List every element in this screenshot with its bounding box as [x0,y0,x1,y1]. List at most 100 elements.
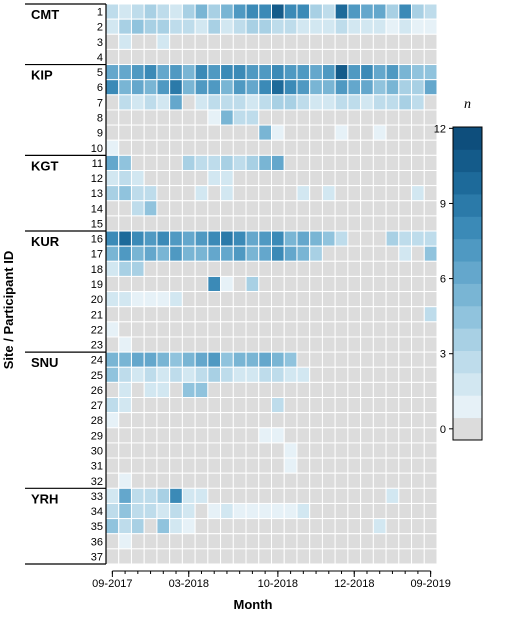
heatmap-cell [360,139,374,156]
heatmap-cell [156,472,171,489]
heatmap-cell [130,79,145,96]
heatmap-cell [283,260,298,277]
heatmap-cell [309,94,323,111]
heatmap-cell [156,185,171,202]
heatmap-cell [207,366,222,383]
heatmap-cell [258,487,272,504]
heatmap-cell [169,64,183,81]
heatmap-cell [143,472,158,489]
heatmap-cell [118,291,132,308]
heatmap-cell [156,48,171,66]
heatmap-cell [372,291,387,308]
heatmap-cell [296,291,311,308]
heatmap-cell [347,94,362,111]
heatmap-cell [181,381,196,399]
heatmap-cell [232,215,247,232]
heatmap-cell [423,18,438,35]
heatmap-cell [220,33,234,50]
heatmap-cell [194,427,209,444]
heatmap-cell [169,33,183,50]
heatmap-cell [143,139,158,156]
heatmap-cell [118,306,132,323]
heatmap-cell [347,457,362,474]
participant-id-label: 22 [91,324,103,336]
heatmap-cell [398,154,413,171]
heatmap-cell [130,427,145,444]
heatmap-cell [360,3,374,20]
heatmap-cell [271,366,285,383]
heatmap-cell [105,3,120,20]
heatmap-cell [360,366,374,383]
heatmap-cell [258,321,272,338]
heatmap-cell [118,427,132,444]
heatmap-cell [156,18,171,35]
heatmap-cell [245,533,260,550]
legend-color-band [453,216,482,240]
heatmap-cell [334,457,349,474]
legend-color-band [453,328,482,351]
heatmap-cell [334,48,349,66]
heatmap-cell [398,321,413,338]
heatmap-cell [169,502,183,520]
heatmap-cell [321,336,336,353]
heatmap-cell [398,215,413,232]
heatmap-cell [258,502,272,520]
heatmap-cell [143,291,158,308]
heatmap-cell [118,457,132,474]
site-label: SNU [31,355,58,370]
heatmap-cell [118,260,132,277]
heatmap-cell [118,124,132,141]
heatmap-cell [181,487,196,504]
heatmap-cell [347,366,362,383]
heatmap-cell [156,245,171,262]
heatmap-cell [360,200,374,217]
heatmap-cell [411,472,425,489]
heatmap-cell [271,412,285,429]
heatmap-cell [309,48,323,66]
heatmap-cell [372,336,387,353]
heatmap-cell [220,306,234,323]
heatmap-cell [334,548,349,565]
participant-id-label: 26 [91,385,103,397]
heatmap-cell [105,336,120,353]
heatmap-cell [309,3,323,20]
heatmap-cell [220,412,234,429]
heatmap-cell [372,64,387,81]
heatmap-cell [411,427,425,444]
heatmap-cell [309,502,323,520]
heatmap-cell [283,185,298,202]
heatmap-cell [130,321,145,338]
heatmap-cell [411,3,425,20]
heatmap-cell [143,487,158,504]
heatmap-cell [372,502,387,520]
heatmap-cell [271,275,285,293]
heatmap-cell [245,472,260,489]
heatmap-cell [385,412,400,429]
heatmap-cell [245,79,260,96]
heatmap-cell [411,351,425,368]
heatmap-cell [398,487,413,504]
heatmap-cell [309,79,323,96]
heatmap-cell [423,64,438,81]
heatmap-cell [372,215,387,232]
heatmap-cell [283,351,298,368]
heatmap-cell [398,442,413,459]
heatmap-cell [423,306,438,323]
heatmap-cell [271,124,285,141]
heatmap-cell [258,381,272,399]
heatmap-cell [194,457,209,474]
heatmap-cell [360,518,374,535]
heatmap-cell [411,18,425,35]
heatmap-cell [232,366,247,383]
heatmap-cell [296,397,311,414]
heatmap-cell [271,351,285,368]
heatmap-cell [105,351,120,368]
heatmap-cell [143,94,158,111]
heatmap-cell [360,548,374,565]
participant-id-label: 21 [91,309,103,321]
heatmap-cell [181,139,196,156]
heatmap-cell [283,548,298,565]
heatmap-cell [207,48,222,66]
heatmap-cell [169,124,183,141]
heatmap-cell [372,79,387,96]
